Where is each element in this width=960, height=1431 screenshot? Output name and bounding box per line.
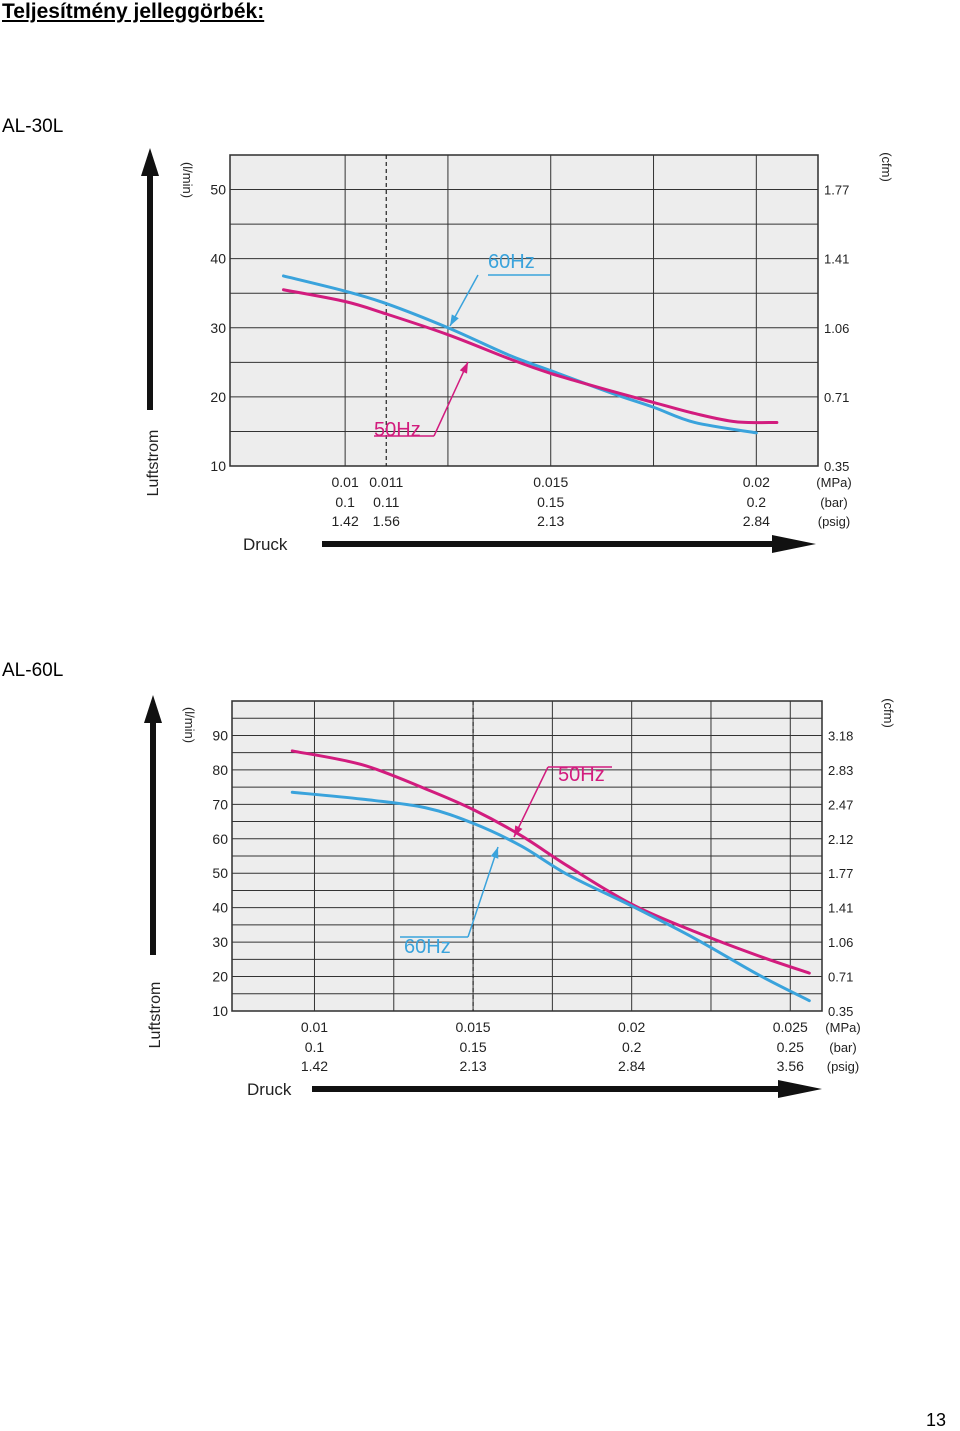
x-tick-label: 0.1: [305, 1039, 325, 1055]
y-tick-label: 80: [212, 762, 228, 778]
x-tick-label: 0.15: [537, 494, 564, 510]
y-tick-label-cfm: 0.35: [824, 459, 849, 474]
x-axis-arrow-head: [778, 1080, 822, 1098]
x-tick-label: 0.2: [747, 494, 767, 510]
chart-model-label-al-30l: AL-30L: [2, 116, 64, 137]
x-tick-label: 0.01: [301, 1019, 328, 1035]
y-tick-label-cfm: 1.06: [824, 321, 849, 336]
y-tick-label: 90: [212, 727, 228, 743]
x-tick-label: 2.13: [459, 1058, 486, 1074]
callout-arrowhead: [490, 847, 499, 859]
x-unit-label: (psig): [818, 514, 851, 529]
y-tick-label: 60: [212, 831, 228, 847]
x-axis-title: Druck: [243, 535, 288, 554]
x-tick-label: 0.02: [618, 1019, 645, 1035]
x-tick-label: 0.01: [332, 474, 359, 490]
x-unit-label: (MPa): [825, 1020, 860, 1035]
series-label-50hz: 50Hz: [374, 419, 421, 441]
x-tick-label: 2.84: [743, 513, 770, 529]
y-tick-label-cfm: 0.35: [828, 1004, 853, 1019]
chart-model-label-al-60l: AL-60L: [2, 660, 64, 681]
y-tick-label-cfm: 3.18: [828, 728, 853, 743]
x-tick-label: 0.015: [533, 474, 568, 490]
x-axis-arrow-shaft: [312, 1086, 782, 1092]
x-tick-label: 3.56: [777, 1058, 804, 1074]
performance-chart-al-60l: 10 0.35 20 0.71 30 1.06 40 1.41 50 1.77 60 2.12 70 2.…: [144, 695, 896, 1099]
y-tick-label: 30: [212, 934, 228, 950]
x-tick-label: 0.011: [369, 474, 403, 490]
callout-arrowhead: [514, 825, 523, 837]
x-tick-label: 1.42: [301, 1058, 328, 1074]
y-tick-label: 30: [210, 320, 226, 336]
x-tick-label: 0.2: [622, 1039, 642, 1055]
x-axis-arrow-shaft: [322, 541, 776, 547]
performance-chart-al-30l: 10 0.35 20 0.71 30 1.06 40 1.41 50 1.77 0.01 0.011 0…: [141, 148, 894, 554]
series-label-50hz: 50Hz: [558, 764, 605, 786]
y-tick-label: 20: [212, 969, 228, 985]
callout-arrowhead: [459, 362, 468, 374]
y-tick-label: 50: [212, 865, 228, 881]
series-line-60hz: [281, 274, 758, 435]
y-tick-label-cfm: 2.47: [828, 797, 853, 812]
series-line-50hz: [290, 749, 811, 975]
y-tick-label-cfm: 2.12: [828, 832, 853, 847]
y-tick-label-cfm: 1.77: [828, 866, 853, 881]
y-unit-label-cfm: (cfm): [881, 698, 896, 728]
y-tick-label-cfm: 1.41: [828, 901, 853, 916]
callout-leader: [467, 846, 499, 938]
y-unit-label-lmin: (l/min): [182, 707, 197, 743]
y-tick-label: 70: [212, 796, 228, 812]
x-axis-title: Druck: [247, 1080, 292, 1099]
x-tick-label: 2.13: [537, 513, 564, 529]
page-title: Teljesítmény jelleggörbék:: [2, 0, 265, 23]
plot-area: [229, 154, 819, 467]
y-tick-label-cfm: 0.71: [824, 390, 849, 405]
x-tick-label: 0.025: [773, 1019, 808, 1035]
series-label-60hz: 60Hz: [488, 251, 535, 273]
y-unit-label-cfm: (cfm): [879, 152, 894, 182]
x-tick-label: 2.84: [618, 1058, 645, 1074]
y-tick-label: 10: [210, 458, 226, 474]
y-axis-title: Luftstrom: [145, 430, 162, 497]
y-tick-label-cfm: 1.77: [824, 183, 849, 198]
x-tick-label: 0.15: [459, 1039, 486, 1055]
y-tick-label-cfm: 1.06: [828, 935, 853, 950]
callout-arrowhead: [450, 314, 459, 326]
y-unit-label-lmin: (l/min): [180, 162, 195, 198]
x-unit-label: (MPa): [816, 475, 851, 490]
y-tick-label-cfm: 0.71: [828, 970, 853, 985]
y-tick-label: 40: [210, 251, 226, 267]
x-axis-arrow-head: [772, 535, 816, 553]
y-tick-label: 20: [210, 389, 226, 405]
x-unit-label: (bar): [820, 495, 847, 510]
series-line-60hz: [290, 790, 811, 1003]
x-tick-label: 0.015: [456, 1019, 491, 1035]
x-tick-label: 0.11: [373, 494, 399, 510]
page-number: 13: [925, 1410, 946, 1430]
y-tick-label-cfm: 2.83: [828, 763, 853, 778]
y-tick-label: 50: [210, 182, 226, 198]
y-tick-label-cfm: 1.41: [824, 252, 849, 267]
callout-leader: [513, 766, 549, 838]
x-unit-label: (psig): [827, 1059, 860, 1074]
x-tick-label: 0.1: [335, 494, 355, 510]
x-unit-label: (bar): [829, 1040, 856, 1055]
y-tick-label: 40: [212, 900, 228, 916]
x-tick-label: 0.25: [777, 1039, 804, 1055]
y-axis-arrow-head: [144, 695, 162, 723]
x-tick-label: 0.02: [743, 474, 770, 490]
y-axis-title: Luftstrom: [147, 982, 164, 1049]
series-line-50hz: [281, 288, 779, 425]
y-axis-arrow-head: [141, 148, 159, 176]
y-axis-arrow-shaft: [147, 170, 153, 410]
x-tick-label: 1.56: [373, 513, 400, 529]
y-axis-arrow-shaft: [150, 717, 156, 955]
x-tick-label: 1.42: [332, 513, 359, 529]
series-label-60hz: 60Hz: [404, 936, 451, 958]
y-tick-label: 10: [212, 1003, 228, 1019]
callout-leader: [433, 361, 469, 437]
